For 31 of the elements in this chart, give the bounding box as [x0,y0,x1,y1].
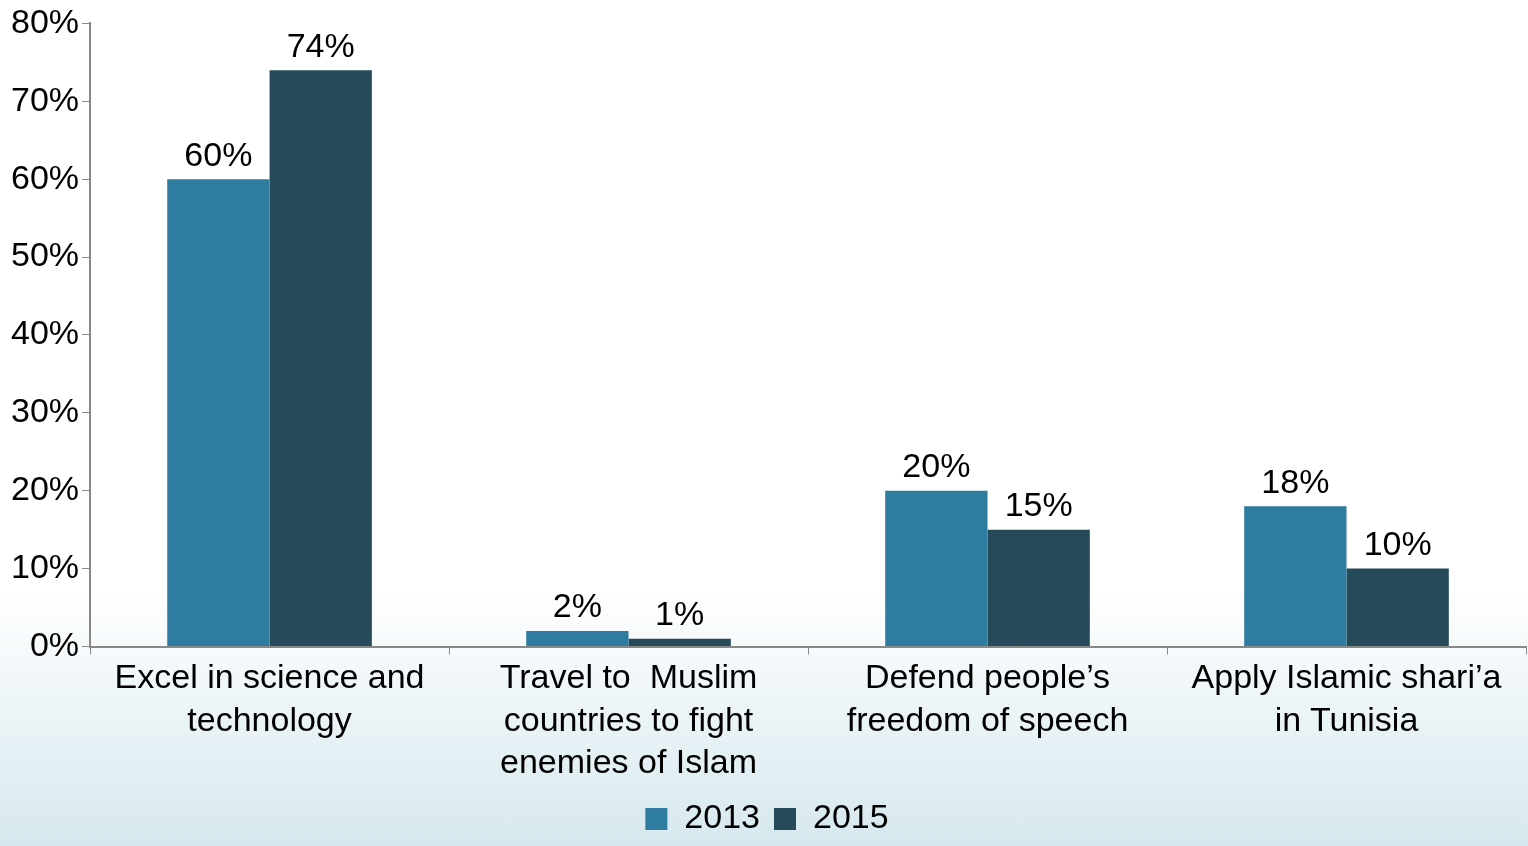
x-tick-label: Travel to Muslim countries to fight enemies of Islam [499,657,758,781]
bar [1244,506,1347,646]
text: 74% [286,25,355,64]
text: 2% [552,586,602,625]
legend-label: 2015 [813,797,889,836]
y-tick-label: 80% [10,1,80,40]
bar [167,179,270,646]
bar [526,630,629,646]
x-tick-label: Apply Islamic shari’a in Tunisia [1191,657,1502,738]
text: 15% [1004,485,1073,524]
y-tick-label: 70% [10,79,80,118]
text: 10% [1363,523,1432,562]
text: 1% [655,594,705,633]
y-tick-label: 0% [29,624,80,663]
y-tick-label: 50% [10,235,80,274]
bar [987,529,1090,646]
x-tick-label: Defend people’s freedom of speech [846,657,1129,738]
x-tick-label: Excel in science and technology [114,657,425,738]
text: 60% [184,134,253,173]
legend-label: 2013 [684,797,760,836]
y-tick-label: 60% [10,157,80,196]
bar [628,638,731,646]
y-tick-label: 40% [10,313,80,352]
bar [269,70,372,646]
bar [885,490,988,646]
y-tick-label: 30% [10,391,80,430]
y-tick-label: 10% [10,546,80,585]
y-tick-label: 20% [10,469,80,508]
text: 20% [902,446,971,485]
bar [1346,568,1449,646]
text: 18% [1261,461,1330,500]
